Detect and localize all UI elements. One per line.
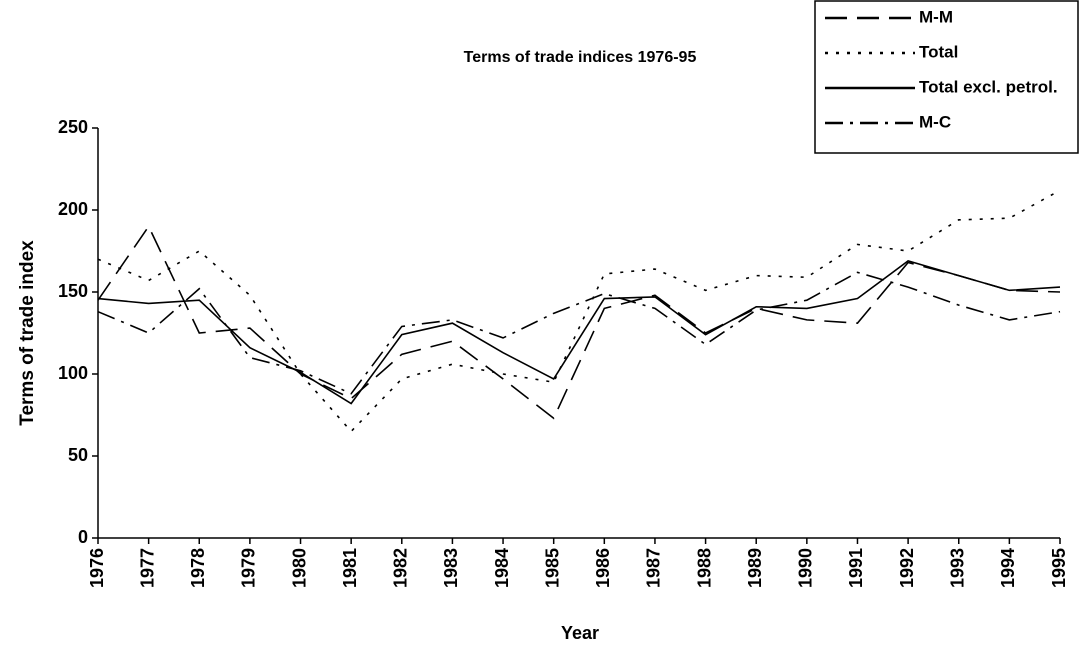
x-tick-label: 1988: [694, 548, 714, 588]
y-tick-label: 200: [58, 199, 88, 219]
x-tick-label: 1987: [644, 548, 664, 588]
x-tick-label: 1986: [593, 548, 613, 588]
x-tick-label: 1985: [542, 548, 562, 588]
x-tick-label: 1992: [897, 548, 917, 588]
series-line: [97, 189, 1061, 433]
series-line: [97, 271, 1061, 395]
y-tick-label: 100: [58, 363, 88, 383]
x-tick-label: 1993: [947, 548, 967, 588]
series-line: [97, 259, 1061, 405]
y-tick-label: 150: [58, 281, 88, 301]
x-tick-label: 1990: [796, 548, 816, 588]
legend-label: Total excl. petrol.: [919, 77, 1058, 96]
x-tick-label: 1995: [1049, 548, 1069, 588]
x-tick-label: 1991: [846, 548, 866, 588]
y-axis-label: Terms of trade index: [17, 240, 38, 426]
x-tick-label: 1980: [289, 548, 309, 588]
x-tick-label: 1981: [340, 548, 360, 588]
y-tick-label: 250: [58, 117, 88, 137]
legend-box: [814, 0, 1079, 154]
x-tick-label: 1989: [745, 548, 765, 588]
x-tick-label: 1984: [492, 548, 512, 588]
series-line: [97, 224, 1061, 420]
x-axis-label: Year: [561, 623, 599, 643]
legend-label: Total: [919, 42, 958, 61]
legend-label: M-C: [919, 112, 951, 131]
x-tick-label: 1982: [391, 548, 411, 588]
x-tick-label: 1978: [188, 548, 208, 588]
x-tick-label: 1976: [87, 548, 107, 588]
y-tick-label: 0: [78, 527, 88, 547]
legend-label: M-M: [919, 7, 953, 26]
x-tick-label: 1979: [239, 548, 259, 588]
x-tick-label: 1977: [137, 548, 157, 588]
x-tick-label: 1994: [998, 548, 1018, 588]
x-tick-label: 1983: [441, 548, 461, 588]
y-tick-label: 50: [68, 445, 88, 465]
chart-title: Terms of trade indices 1976-95: [464, 49, 697, 66]
